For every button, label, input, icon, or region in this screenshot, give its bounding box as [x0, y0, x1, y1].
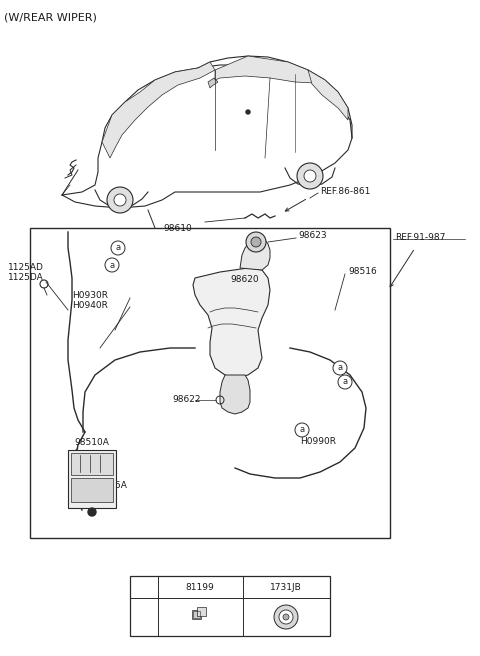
Circle shape [283, 614, 289, 620]
Circle shape [297, 163, 323, 189]
Text: REF.86-861: REF.86-861 [320, 188, 371, 197]
Text: H0990R: H0990R [300, 438, 336, 447]
Polygon shape [308, 70, 348, 120]
Text: (W/REAR WIPER): (W/REAR WIPER) [4, 12, 97, 22]
Bar [130, 576, 330, 636]
Text: a: a [142, 583, 146, 592]
Bar [30, 228, 390, 538]
Polygon shape [193, 268, 270, 378]
Bar [192, 610, 201, 619]
Circle shape [107, 187, 133, 213]
Text: 1125DA: 1125DA [8, 274, 44, 283]
Circle shape [338, 375, 352, 389]
Text: a: a [109, 260, 115, 270]
Bar [193, 611, 200, 618]
Text: 98620: 98620 [230, 275, 259, 284]
Bar [197, 607, 206, 616]
Text: a: a [342, 377, 348, 386]
Polygon shape [220, 375, 250, 414]
Text: 98610: 98610 [164, 224, 192, 233]
Text: REF.91-987: REF.91-987 [395, 234, 445, 243]
Circle shape [137, 580, 151, 594]
Circle shape [88, 508, 96, 516]
Circle shape [246, 232, 266, 252]
Text: 81199: 81199 [186, 583, 215, 592]
Circle shape [304, 170, 316, 182]
Bar [71, 453, 113, 475]
Bar [68, 450, 116, 508]
Bar [71, 478, 113, 502]
Circle shape [274, 605, 298, 629]
Text: H0930R: H0930R [72, 291, 108, 300]
Polygon shape [208, 78, 218, 88]
Polygon shape [240, 238, 270, 270]
Text: 1125AD: 1125AD [8, 264, 44, 272]
Circle shape [333, 361, 347, 375]
Circle shape [105, 258, 119, 272]
Text: 1731JB: 1731JB [270, 583, 302, 592]
Text: H0940R: H0940R [72, 302, 108, 310]
Circle shape [114, 194, 126, 206]
Circle shape [111, 241, 125, 255]
Circle shape [246, 110, 250, 114]
Text: 98516: 98516 [348, 268, 377, 276]
Text: 98510A: 98510A [74, 438, 109, 447]
Polygon shape [102, 62, 215, 158]
Circle shape [295, 423, 309, 437]
Text: 98623: 98623 [298, 232, 326, 241]
Circle shape [251, 237, 261, 247]
Polygon shape [215, 56, 315, 83]
Text: 98515A: 98515A [92, 480, 127, 489]
Text: 98622: 98622 [172, 396, 201, 405]
Text: a: a [115, 243, 120, 253]
Text: a: a [300, 426, 305, 434]
Circle shape [279, 610, 293, 624]
Text: a: a [337, 363, 343, 373]
